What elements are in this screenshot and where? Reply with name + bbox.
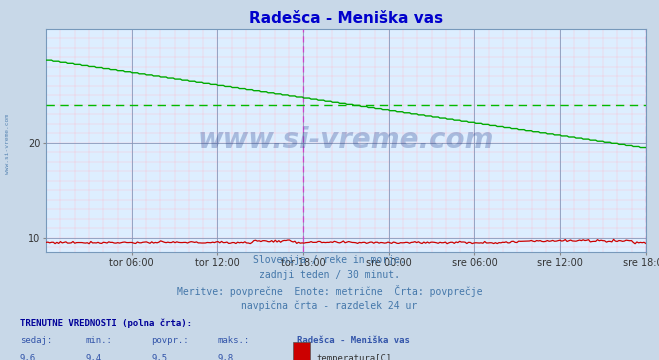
Text: 9,6: 9,6 (20, 354, 36, 360)
Text: min.:: min.: (86, 336, 113, 345)
Text: zadnji teden / 30 minut.: zadnji teden / 30 minut. (259, 270, 400, 280)
Title: Radešca - Meniška vas: Radešca - Meniška vas (249, 11, 443, 26)
Text: Slovenija / reke in morje.: Slovenija / reke in morje. (253, 255, 406, 265)
Text: TRENUTNE VREDNOSTI (polna črta):: TRENUTNE VREDNOSTI (polna črta): (20, 319, 192, 328)
Text: maks.:: maks.: (217, 336, 250, 345)
Text: 9,4: 9,4 (86, 354, 101, 360)
Text: www.si-vreme.com: www.si-vreme.com (5, 114, 11, 174)
Text: povpr.:: povpr.: (152, 336, 189, 345)
Text: temperatura[C]: temperatura[C] (316, 354, 391, 360)
Text: sedaj:: sedaj: (20, 336, 52, 345)
Text: navpična črta - razdelek 24 ur: navpična črta - razdelek 24 ur (241, 301, 418, 311)
Text: Meritve: povprečne  Enote: metrične  Črta: povprečje: Meritve: povprečne Enote: metrične Črta:… (177, 285, 482, 297)
Text: 9,8: 9,8 (217, 354, 233, 360)
Text: 9,5: 9,5 (152, 354, 167, 360)
Text: www.si-vreme.com: www.si-vreme.com (198, 126, 494, 154)
Bar (293, 342, 310, 360)
Text: Radešca - Meniška vas: Radešca - Meniška vas (297, 336, 409, 345)
